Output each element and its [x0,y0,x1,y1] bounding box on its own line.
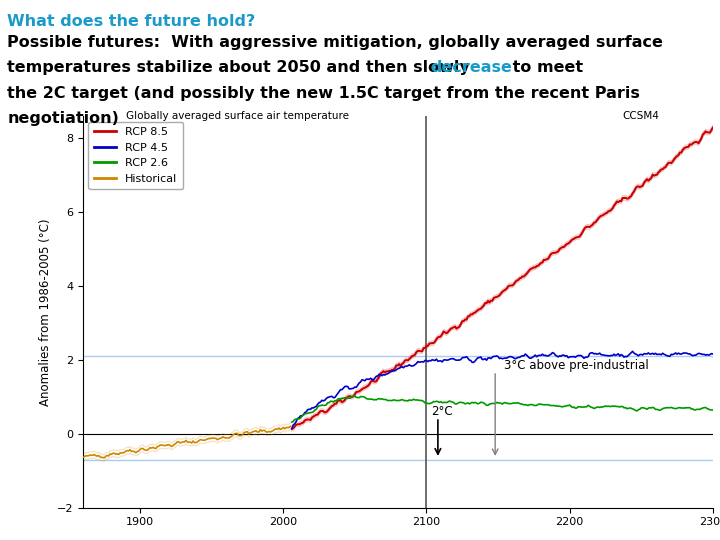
Text: Possible futures:  With aggressive mitigation, globally averaged surface: Possible futures: With aggressive mitiga… [7,35,663,50]
Text: decrease: decrease [431,60,513,76]
Text: What does the future hold?: What does the future hold? [7,14,256,29]
Text: 3°C above pre-industrial: 3°C above pre-industrial [504,359,649,372]
Text: temperatures stabilize about 2050 and then slowly: temperatures stabilize about 2050 and th… [7,60,476,76]
Legend: RCP 8.5, RCP 4.5, RCP 2.6, Historical: RCP 8.5, RCP 4.5, RCP 2.6, Historical [89,122,183,190]
Y-axis label: Anomalies from 1986-2005 (°C): Anomalies from 1986-2005 (°C) [40,218,53,406]
Text: CCSM4: CCSM4 [623,111,660,122]
Text: 2°C: 2°C [431,405,452,418]
Text: the 2C target (and possibly the new 1.5C target from the recent Paris: the 2C target (and possibly the new 1.5C… [7,86,640,101]
Text: Globally averaged surface air temperature: Globally averaged surface air temperatur… [126,111,349,122]
Text: negotiation): negotiation) [7,111,119,126]
Text: to meet: to meet [507,60,583,76]
